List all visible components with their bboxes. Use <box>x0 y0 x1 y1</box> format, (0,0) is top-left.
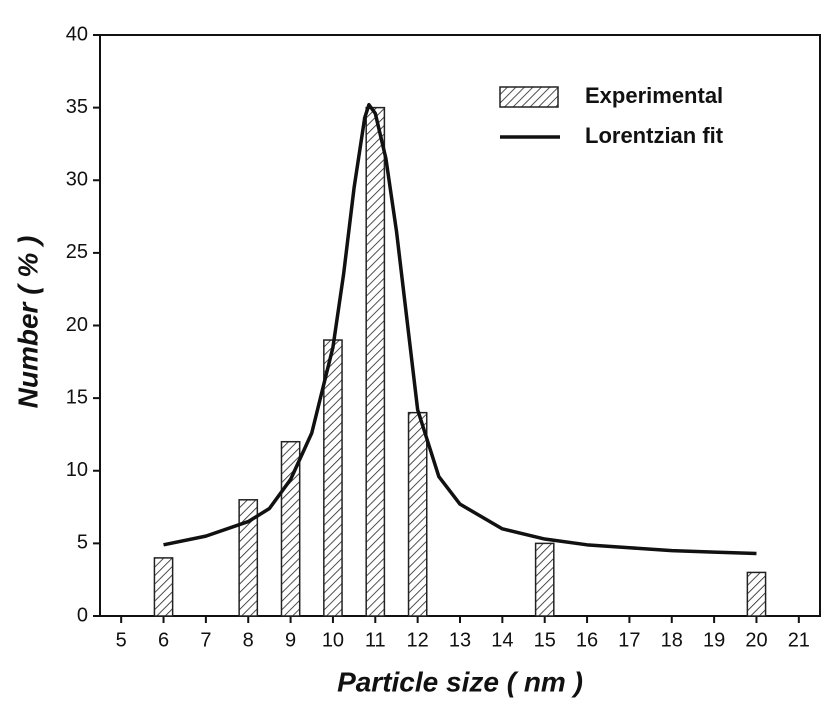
bar <box>746 571 767 617</box>
legend-swatch <box>499 86 559 108</box>
x-tick-label: 18 <box>661 629 683 651</box>
x-tick-label: 6 <box>158 629 169 651</box>
y-tick-label: 25 <box>66 241 88 263</box>
y-tick-label: 0 <box>77 604 88 626</box>
y-tick-label: 15 <box>66 386 88 408</box>
x-tick-label: 15 <box>534 629 556 651</box>
bar <box>153 557 174 617</box>
x-tick-label: 10 <box>322 629 344 651</box>
x-axis-title: Particle size ( nm ) <box>337 666 583 697</box>
bar <box>365 106 386 617</box>
x-tick-label: 7 <box>200 629 211 651</box>
bar <box>323 339 343 617</box>
y-tick-label: 40 <box>66 23 88 45</box>
y-tick-label: 5 <box>77 532 88 554</box>
x-tick-label: 21 <box>788 629 810 651</box>
y-tick-label: 30 <box>66 169 88 191</box>
x-tick-label: 14 <box>491 629 513 651</box>
x-tick-label: 20 <box>745 629 767 651</box>
y-tick-label: 35 <box>66 96 88 118</box>
y-tick-label: 20 <box>66 314 88 336</box>
x-tick-label: 12 <box>407 629 429 651</box>
legend-label: Experimental <box>585 83 723 108</box>
y-tick-label: 10 <box>66 459 88 481</box>
bar <box>238 499 259 617</box>
y-axis-title: Number ( % ) <box>12 236 43 409</box>
x-tick-label: 8 <box>243 629 254 651</box>
bar <box>534 542 555 617</box>
x-tick-label: 11 <box>365 629 386 651</box>
x-tick-label: 13 <box>449 629 471 651</box>
bar <box>407 411 428 617</box>
legend-label: Lorentzian fit <box>585 123 724 148</box>
x-tick-label: 17 <box>618 629 640 651</box>
x-tick-label: 19 <box>703 629 725 651</box>
fit-line <box>163 102 757 556</box>
x-tick-label: 5 <box>116 629 127 651</box>
x-tick-label: 9 <box>285 629 296 651</box>
x-tick-label: 16 <box>576 629 598 651</box>
